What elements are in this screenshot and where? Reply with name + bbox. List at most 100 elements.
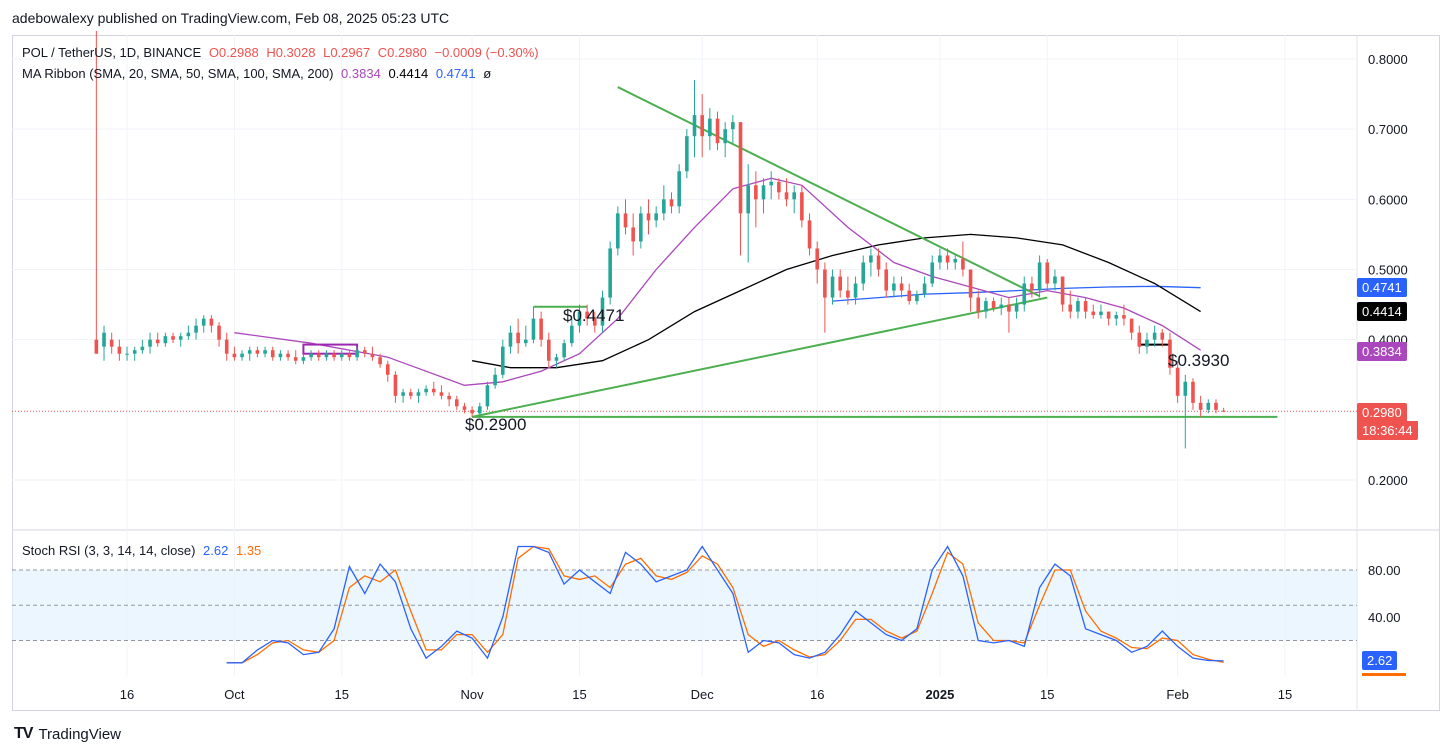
candle-body [1068, 304, 1073, 312]
candle-body [761, 185, 766, 200]
annotation-high-level: $0.4471 [563, 306, 625, 325]
candle-body [247, 350, 252, 354]
rsi-k-value: 2.62 [203, 543, 229, 558]
candle-body [792, 192, 797, 200]
candle-body [547, 339, 551, 361]
ma20-price-tag: 0.3834 [1357, 342, 1407, 361]
rsi-legend: Stoch RSI (3, 3, 14, 14, close) 2.62 1.3… [22, 543, 265, 558]
candle-body [593, 318, 597, 326]
candle-body [777, 181, 781, 193]
candle-body [1175, 367, 1180, 396]
candle-body [554, 357, 559, 361]
candle-body [754, 185, 758, 200]
low-value: L0.2967 [323, 45, 371, 60]
time-tick-label: 15 [335, 687, 349, 702]
candle-body [148, 339, 152, 347]
candle-body [715, 118, 720, 144]
candle-body [746, 185, 750, 214]
annotation-low-level: $0.2900 [465, 415, 527, 434]
rsi-k-line [226, 545, 1224, 664]
time-tick-label: 16 [810, 687, 824, 702]
candle-body [800, 192, 804, 221]
candle-body [953, 258, 958, 263]
candle-body [462, 406, 467, 410]
candle-body [1053, 276, 1057, 284]
candle-body [1206, 402, 1211, 410]
time-tick-label: Nov [461, 687, 485, 702]
candle-body [454, 399, 459, 407]
price-tick-label: 0.7000 [1368, 122, 1408, 137]
candle-body [853, 283, 858, 298]
candle-body [293, 357, 298, 361]
price-tick-label: 0.6000 [1368, 192, 1408, 207]
candle-body [447, 395, 451, 400]
candle-body [531, 318, 536, 340]
candle-body [1152, 332, 1157, 340]
candle-body [263, 350, 267, 354]
countdown-tag: 18:36:44 [1357, 421, 1418, 440]
candle-body [654, 213, 658, 221]
annotation-break-level: $0.3930 [1168, 351, 1230, 370]
candle-body [892, 283, 896, 291]
candle-body [991, 301, 996, 309]
candle-body [1007, 304, 1011, 312]
time-tick-label: 16 [120, 687, 134, 702]
time-tick-label: Oct [224, 687, 245, 702]
ma-ribbon-label[interactable]: MA Ribbon (SMA, 20, SMA, 50, SMA, 100, S… [22, 66, 334, 81]
candle-body [1214, 402, 1218, 410]
ma50-line [471, 233, 1201, 369]
ma200-value: ø [483, 66, 492, 81]
candle-body [815, 248, 820, 270]
trendline [617, 86, 1041, 298]
candle-body [692, 115, 697, 137]
last-price-tag: 0.2980 [1357, 403, 1407, 422]
candle-body [1106, 311, 1111, 319]
candle-body [539, 318, 543, 340]
price-tick-label: 0.5000 [1368, 263, 1408, 278]
tradingview-brand: TradingView [38, 725, 121, 743]
candle-body [708, 118, 712, 137]
candle-body [899, 283, 904, 291]
candle-body [639, 213, 643, 242]
candle-body [140, 346, 145, 351]
candle-body [347, 353, 352, 358]
ma-legend: MA Ribbon (SMA, 20, SMA, 50, SMA, 100, S… [22, 66, 495, 81]
candle-body [1030, 283, 1034, 291]
candle-body [109, 339, 114, 347]
candle-body [508, 332, 513, 347]
price-tick-label: 0.2000 [1368, 473, 1408, 488]
candle-body [876, 255, 881, 270]
candle-body [577, 311, 582, 326]
candle-body [1076, 301, 1080, 312]
candle-body [393, 374, 398, 396]
tradingview-logo-icon: TV [14, 725, 33, 742]
candle-body [961, 258, 965, 270]
candle-body [401, 392, 405, 396]
candle-body [646, 213, 651, 221]
candle-body [117, 346, 122, 354]
candle-body [1091, 311, 1096, 316]
candle-body [608, 248, 612, 298]
candle-body [1129, 318, 1134, 333]
change-value: −0.0009 (−0.30%) [434, 45, 539, 60]
candle-body [945, 255, 950, 263]
candle-body [186, 332, 191, 337]
candle-body [1045, 262, 1050, 284]
stoch-rsi-label[interactable]: Stoch RSI (3, 3, 14, 14, close) [22, 543, 196, 558]
candle-body [1114, 315, 1119, 319]
symbol-label[interactable]: POL / TetherUS, 1D, BINANCE [22, 45, 202, 60]
candle-body [523, 339, 528, 344]
rsi-d-value: 1.35 [235, 543, 262, 558]
candle-body [1022, 283, 1027, 305]
candle-body [1183, 381, 1188, 396]
candle-body [194, 325, 198, 333]
candle-body [907, 290, 912, 302]
candle-body [278, 353, 283, 358]
candle-body [570, 325, 574, 344]
time-tick-label: 2025 [925, 687, 954, 702]
ma50-price-tag: 0.4414 [1357, 302, 1407, 321]
candle-body [270, 350, 275, 358]
candle-body [362, 350, 367, 354]
candle-body [662, 199, 666, 214]
